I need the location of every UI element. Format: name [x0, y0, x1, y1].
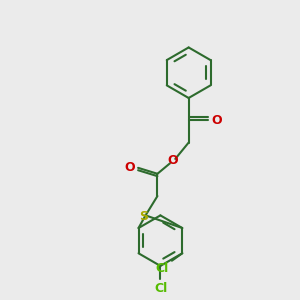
Text: O: O	[124, 161, 134, 174]
Text: O: O	[168, 154, 178, 167]
Text: Cl: Cl	[154, 282, 168, 295]
Text: O: O	[212, 114, 222, 127]
Text: Cl: Cl	[155, 262, 168, 275]
Text: S: S	[140, 210, 148, 223]
